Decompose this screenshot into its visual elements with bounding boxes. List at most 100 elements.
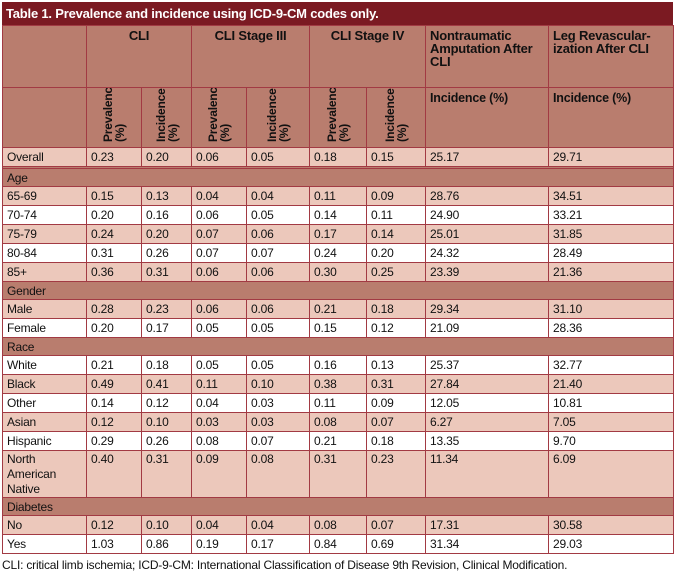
cell-value: 0.11 xyxy=(309,186,367,206)
cell-value: 11.34 xyxy=(425,450,550,498)
cell-value: 0.14 xyxy=(86,393,142,413)
cell-value: 10.81 xyxy=(548,393,675,413)
cell-value: 0.09 xyxy=(191,450,247,498)
table-body: Overall 0.23 0.20 0.06 0.05 0.18 0.15 25.17 29.7… xyxy=(1,147,675,554)
table-row: 80-84 0.31 0.26 0.07 0.07 0.24 0.20 24.32 28.49 xyxy=(2,243,675,263)
cell-value: 0.14 xyxy=(309,205,367,225)
cell-value: 31.85 xyxy=(548,224,675,244)
header-revascularization: Leg Revascular-ization After CLI xyxy=(548,25,675,88)
cell-value: 17.31 xyxy=(425,515,550,535)
prevalence-table: CLI CLI Stage III CLI Stage IV Nontrauma… xyxy=(1,25,675,554)
cell-value: 29.34 xyxy=(425,299,550,319)
cell-value: 30.58 xyxy=(548,515,675,535)
cell-value: 0.31 xyxy=(309,450,367,498)
header-row-groups: CLI CLI Stage III CLI Stage IV Nontrauma… xyxy=(2,25,675,88)
cell-value: 0.69 xyxy=(365,534,427,554)
header-incidence: Incidence (%) xyxy=(153,88,180,143)
cell-value: 12.05 xyxy=(425,393,550,413)
row-label: Other xyxy=(2,393,87,413)
cell-value: 0.06 xyxy=(191,205,247,225)
row-label: Yes xyxy=(2,534,87,554)
cell-value: 0.17 xyxy=(246,534,310,554)
row-label: North American Native xyxy=(2,450,87,498)
table-row: No 0.12 0.10 0.04 0.04 0.08 0.07 17.31 30.58 xyxy=(2,515,675,535)
cell-value: 0.06 xyxy=(191,147,247,167)
cell-value: 0.06 xyxy=(246,224,310,244)
cell-value: 0.18 xyxy=(365,431,427,451)
cell-value: 1.03 xyxy=(86,534,142,554)
table-row: Overall 0.23 0.20 0.06 0.05 0.18 0.15 25.17 29.7… xyxy=(2,147,675,167)
cell-value: 0.28 xyxy=(86,299,142,319)
row-label: 85+ xyxy=(2,262,87,282)
cell-value: 0.07 xyxy=(246,431,310,451)
cell-value: 0.13 xyxy=(141,186,192,206)
cell-value: 0.25 xyxy=(365,262,427,282)
cell-value: 0.41 xyxy=(141,374,192,394)
header-incidence: Incidence (%) xyxy=(548,87,675,148)
cell-value: 0.03 xyxy=(246,412,310,432)
table-row: Other 0.14 0.12 0.04 0.03 0.11 0.09 12.05 10.81 xyxy=(2,393,675,413)
cell-value: 0.05 xyxy=(246,147,310,167)
cell-value: 25.17 xyxy=(425,147,550,167)
header-prevalence: Prevalence (%) xyxy=(101,87,127,143)
table-row: Yes 1.03 0.86 0.19 0.17 0.84 0.69 31.34 29.03 xyxy=(2,534,675,554)
row-label: Asian xyxy=(2,412,87,432)
cell-value: 0.08 xyxy=(191,431,247,451)
cell-value: 0.24 xyxy=(309,243,367,263)
cell-value: 0.20 xyxy=(141,224,192,244)
header-prevalence: Prevalence (%) xyxy=(325,87,351,143)
footnote: CLI: critical limb ischemia; ICD-9-CM: I… xyxy=(2,558,568,572)
row-label: No xyxy=(2,515,87,535)
header-incidence: Incidence (%) xyxy=(383,88,409,143)
cell-value: 0.31 xyxy=(141,262,192,282)
cell-value: 0.20 xyxy=(86,205,142,225)
cell-value: 0.49 xyxy=(86,374,142,394)
cell-value: 0.03 xyxy=(246,393,310,413)
prevalence-table-container: Table 1. Prevalence and incidence using … xyxy=(1,2,675,554)
row-label: Male xyxy=(2,299,87,319)
cell-value: 0.31 xyxy=(141,450,192,498)
cell-value: 33.21 xyxy=(548,205,675,225)
row-label: Female xyxy=(2,318,87,338)
cell-value: 0.31 xyxy=(365,374,427,394)
table-row: 75-79 0.24 0.20 0.07 0.06 0.17 0.14 25.01 31.85 xyxy=(2,224,675,244)
cell-value: 0.15 xyxy=(86,186,142,206)
cell-value: 21.40 xyxy=(548,374,675,394)
cell-value: 25.37 xyxy=(425,355,550,375)
cell-value: 0.11 xyxy=(191,374,247,394)
cell-value: 24.32 xyxy=(425,243,550,263)
header-incidence: Incidence (%) xyxy=(425,87,550,148)
cell-value: 0.36 xyxy=(86,262,142,282)
cell-value: 0.07 xyxy=(246,243,310,263)
cell-value: 0.08 xyxy=(309,412,367,432)
cell-value: 0.12 xyxy=(141,393,192,413)
cell-value: 28.36 xyxy=(548,318,675,338)
cell-value: 0.06 xyxy=(191,299,247,319)
cell-value: 0.15 xyxy=(365,147,427,167)
cell-value: 21.09 xyxy=(425,318,550,338)
cell-value: 27.84 xyxy=(425,374,550,394)
cell-value: 6.27 xyxy=(425,412,550,432)
cell-value: 0.06 xyxy=(191,262,247,282)
cell-value: 0.15 xyxy=(309,318,367,338)
cell-value: 0.16 xyxy=(309,355,367,375)
cell-value: 0.06 xyxy=(246,299,310,319)
cell-value: 0.12 xyxy=(365,318,427,338)
row-label: Overall xyxy=(2,147,87,167)
cell-value: 7.05 xyxy=(548,412,675,432)
row-label: 75-79 xyxy=(2,224,87,244)
cell-value: 0.07 xyxy=(365,412,427,432)
cell-value: 9.70 xyxy=(548,431,675,451)
cell-value: 0.08 xyxy=(246,450,310,498)
row-label: White xyxy=(2,355,87,375)
cell-value: 0.05 xyxy=(191,318,247,338)
header-amputation: Nontraumatic Amputation After CLI xyxy=(425,25,550,88)
cell-value: 0.23 xyxy=(86,147,142,167)
header-prevalence: Prevalence (%) xyxy=(206,87,232,143)
cell-value: 0.04 xyxy=(191,186,247,206)
section-row: Age xyxy=(1,168,675,187)
section-label: Race xyxy=(1,337,675,356)
cell-value: 28.76 xyxy=(425,186,550,206)
header-incidence: Incidence (%) xyxy=(265,88,291,143)
row-label: 70-74 xyxy=(2,205,87,225)
